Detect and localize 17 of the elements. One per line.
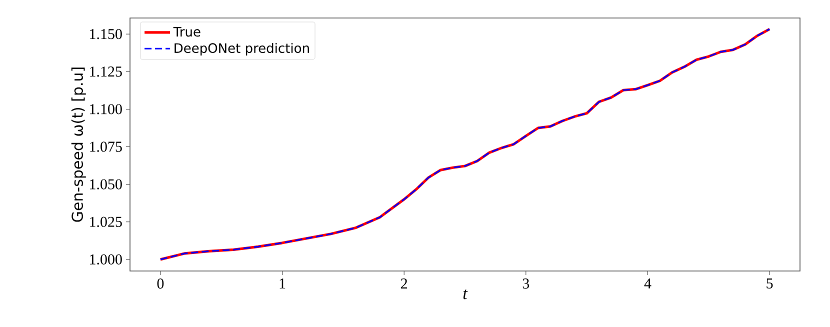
y-tick-label: 1.075 — [90, 142, 122, 152]
y-tick-label: 1.150 — [90, 28, 122, 40]
x-tick-label: 0 — [157, 278, 164, 289]
y-tick-label: 1.000 — [90, 254, 122, 265]
y-tick-label: 1.025 — [90, 216, 122, 227]
y-tick-label: 1.050 — [90, 179, 122, 190]
y-tick-label: 1.100 — [90, 104, 122, 114]
x-tick-label: 5 — [766, 278, 773, 288]
legend-label: DeepONet prediction — [174, 42, 309, 56]
x-tick-label: 4 — [644, 278, 652, 288]
y-axis-title: Gen-speed ω(t) [p.u] — [71, 68, 86, 222]
legend-label: True — [173, 26, 200, 37]
x-tick-label: 1 — [280, 278, 286, 288]
y-tick-label: 1.125 — [90, 66, 122, 77]
x-tick-label: 3 — [522, 278, 530, 289]
x-axis-title: t — [463, 289, 468, 300]
x-tick-label: 2 — [401, 278, 408, 288]
